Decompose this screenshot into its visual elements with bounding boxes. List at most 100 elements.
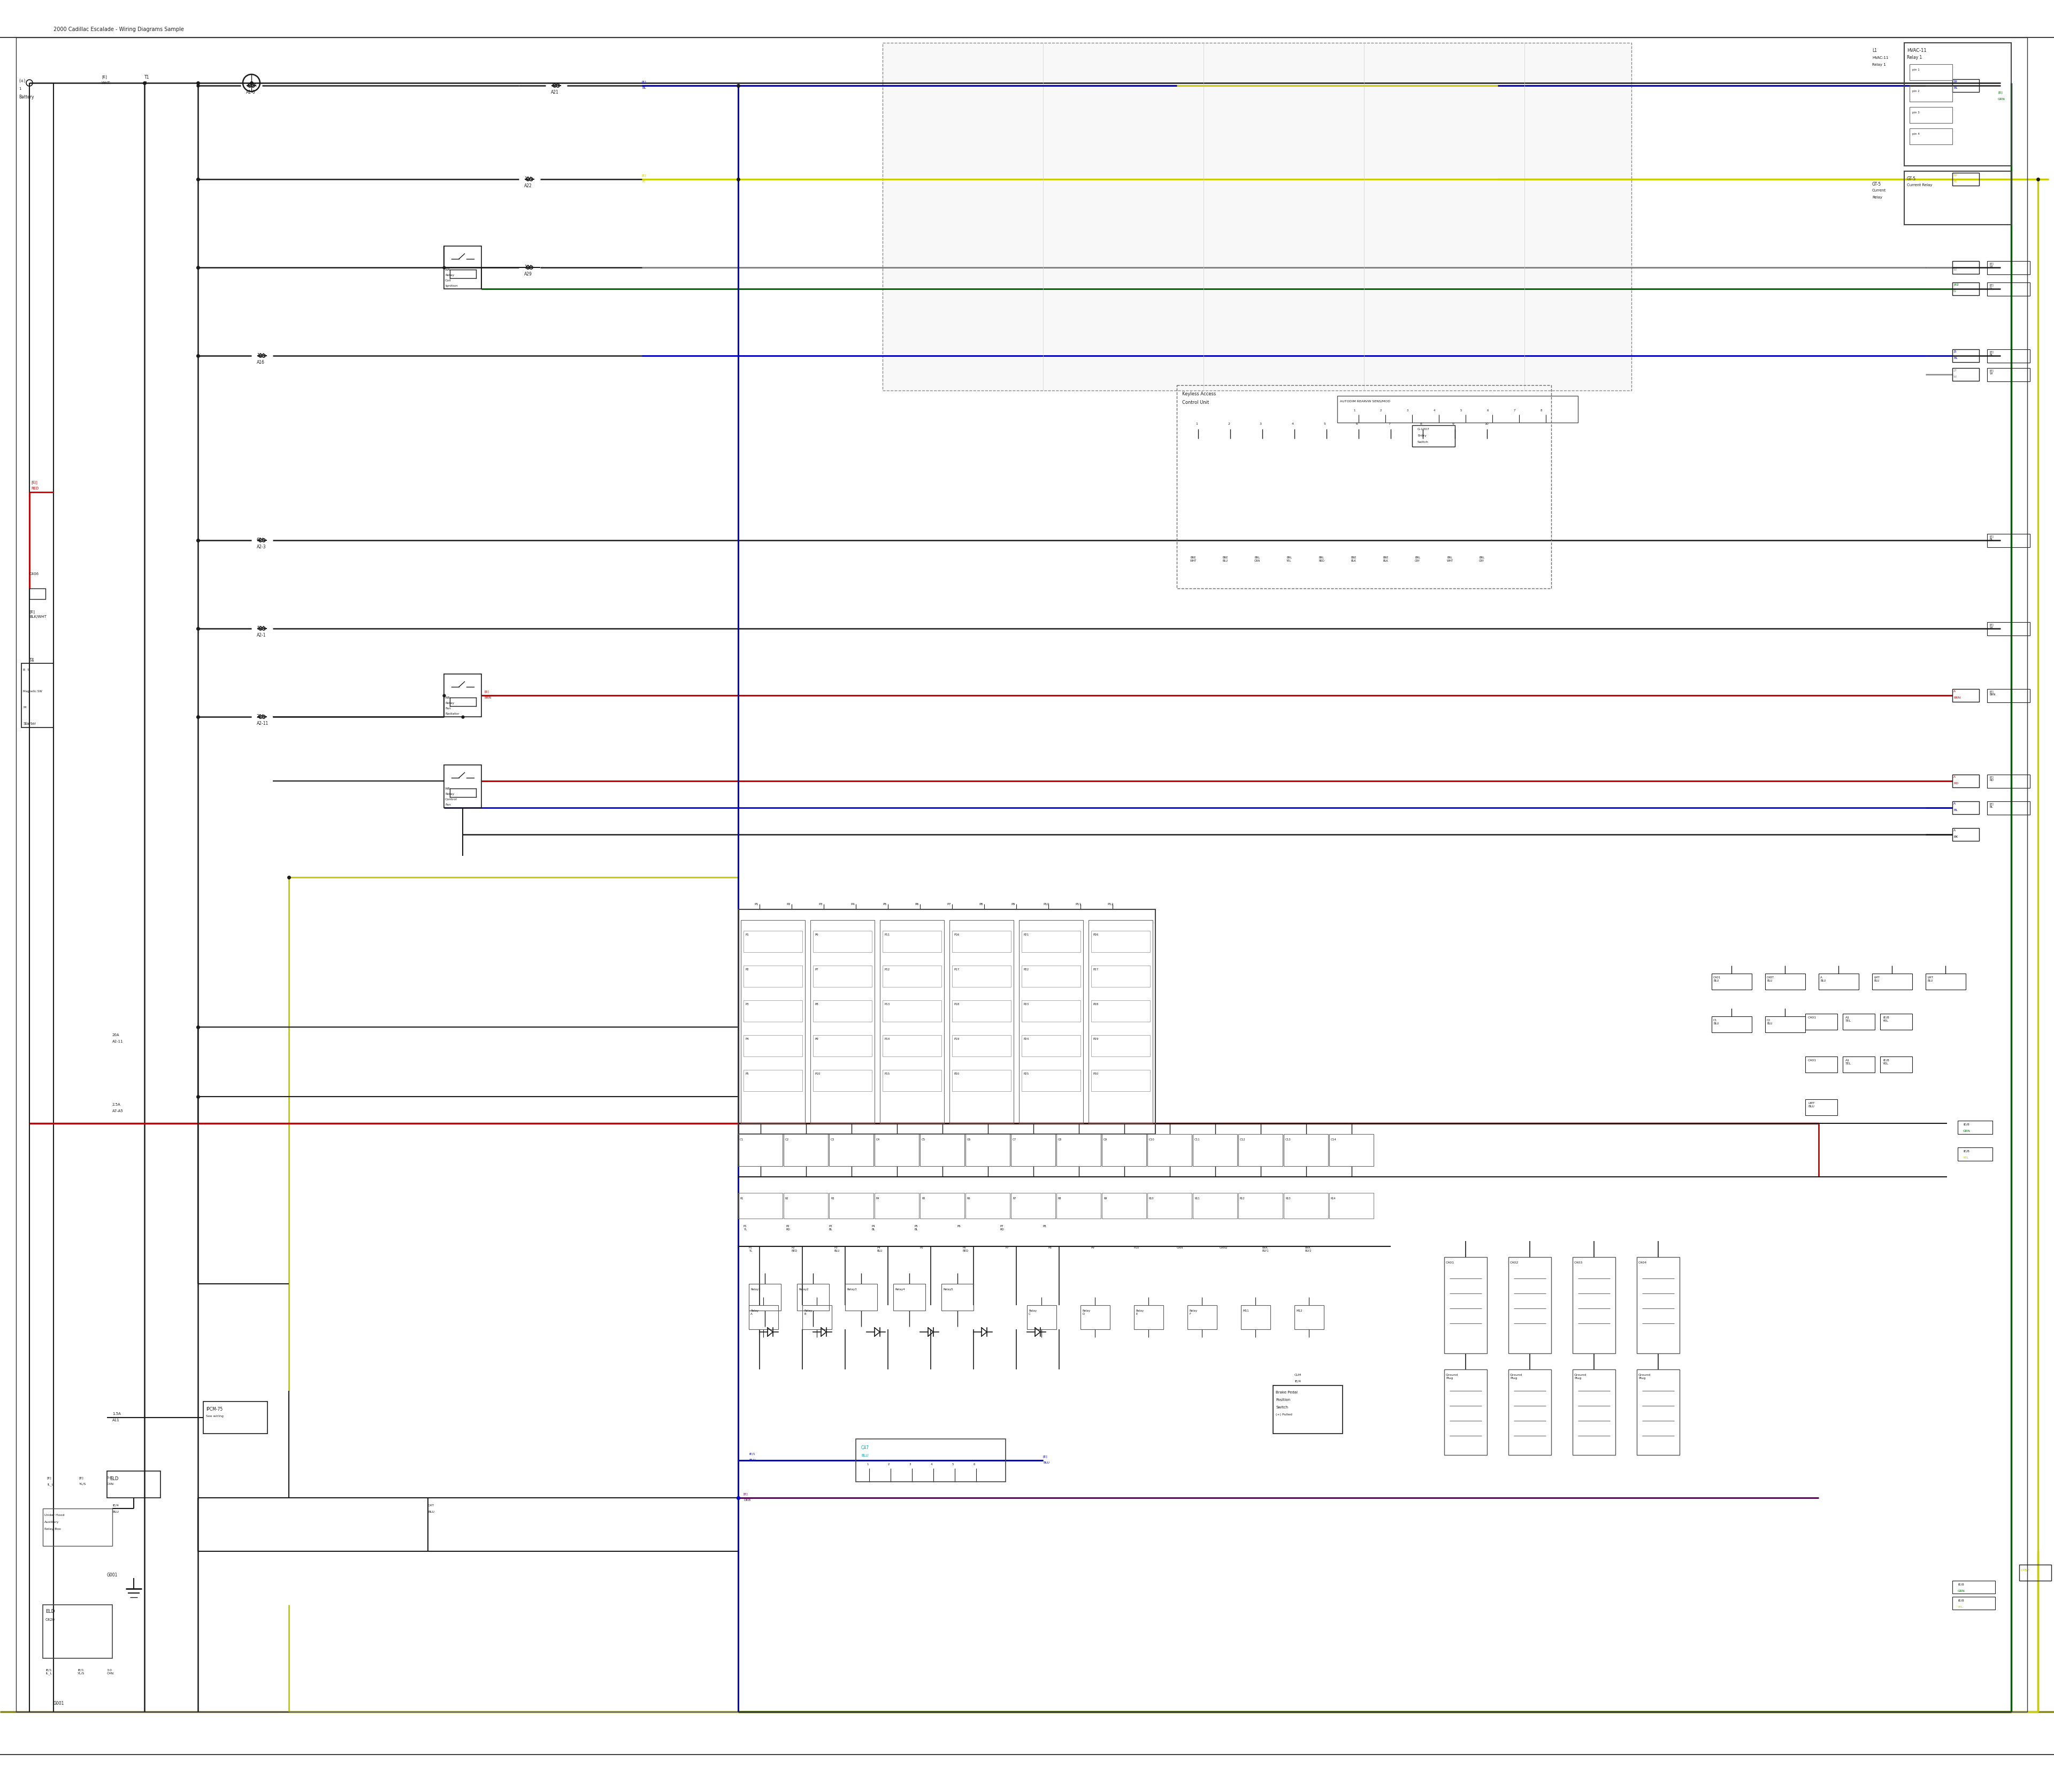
Text: HVAC-11: HVAC-11 (1871, 56, 1888, 59)
Bar (1329, 1134, 1374, 1167)
Text: L1: L1 (1871, 48, 1877, 54)
Text: P17: P17 (953, 968, 959, 971)
Bar (43, 1509, 113, 1546)
Text: A29: A29 (524, 272, 532, 276)
Text: Radiator: Radiator (446, 713, 460, 715)
Text: BLU: BLU (750, 1459, 756, 1462)
Text: IE/4: IE/4 (1294, 1380, 1300, 1383)
Text: [E]
BRN: [E] BRN (1990, 690, 1996, 695)
Text: 1: 1 (18, 88, 21, 90)
Text: R6: R6 (967, 1197, 972, 1201)
Bar (1284, 1134, 1329, 1167)
Text: 2.5A: 2.5A (113, 1104, 121, 1106)
Bar (1986, 534, 2029, 547)
Text: ELD: ELD (45, 1609, 55, 1615)
Text: P8: P8 (980, 903, 984, 905)
Text: Relay: Relay (446, 792, 454, 796)
Text: C47: C47 (861, 1446, 869, 1450)
Text: A2-11: A2-11 (113, 1039, 123, 1043)
Text: Fan: Fan (446, 803, 450, 806)
Text: P1
YL: P1 YL (744, 1226, 748, 1231)
Text: C4T: C4T (427, 1503, 435, 1507)
Text: Relay
F: Relay F (1189, 1310, 1197, 1315)
Text: HVAC-11: HVAC-11 (1906, 48, 1927, 54)
Text: [E]: [E] (101, 75, 107, 79)
Text: 2: 2 (1228, 423, 1230, 425)
Bar (1986, 622, 2029, 636)
Text: P22: P22 (1023, 968, 1029, 971)
Text: BL: BL (641, 86, 647, 90)
Text: BLU: BLU (427, 1511, 433, 1512)
Text: (+): (+) (18, 79, 25, 84)
Text: YEL: YEL (1964, 1156, 1970, 1159)
Text: R10: R10 (1148, 1197, 1154, 1201)
Text: CLM: CLM (1294, 1374, 1302, 1376)
Text: Relay
B: Relay B (803, 1310, 811, 1315)
Text: Coil: Coil (446, 280, 452, 281)
Text: 15A: 15A (257, 353, 265, 358)
Text: GRN: GRN (1999, 99, 2005, 100)
Bar (883, 1036, 941, 1057)
Bar (1337, 396, 1577, 423)
Text: IE/4: IE/4 (113, 1503, 119, 1507)
Text: R7: R7 (1013, 1197, 1017, 1201)
Text: (+) Pulled: (+) Pulled (1276, 1414, 1292, 1416)
Text: [E]: [E] (641, 174, 647, 177)
Text: Ground
Plug: Ground Plug (1639, 1374, 1651, 1380)
Text: BRL
CRY: BRL CRY (1415, 556, 1419, 563)
Bar (1177, 385, 1551, 588)
Text: 15A: 15A (524, 177, 532, 181)
Bar (1986, 349, 2029, 362)
Bar (1148, 1134, 1191, 1167)
Text: 20A: 20A (257, 715, 265, 719)
Text: M12: M12 (1296, 1310, 1302, 1312)
Bar (1711, 1016, 1752, 1032)
Bar (1764, 973, 1805, 989)
Text: P3
BL: P3 BL (830, 1226, 832, 1231)
Text: G-1307: G-1307 (1417, 428, 1430, 430)
Text: 6: 6 (1356, 423, 1358, 425)
Text: [E]: [E] (744, 1493, 748, 1495)
Text: C401: C401 (1808, 1059, 1816, 1063)
Bar (1637, 1256, 1680, 1353)
Bar (844, 1283, 877, 1310)
Text: R3: R3 (830, 1197, 834, 1201)
Bar (953, 930, 1011, 952)
Text: BRE
BLK: BRE BLK (1382, 556, 1389, 563)
Text: 1: 1 (1195, 423, 1197, 425)
Text: YEL: YEL (1957, 1606, 1964, 1609)
Bar (1027, 1305, 1056, 1330)
Text: P11: P11 (883, 934, 889, 935)
Text: P1: P1 (746, 934, 750, 935)
Text: [E]: [E] (1999, 91, 2003, 93)
Bar (1091, 1036, 1150, 1057)
Bar (1021, 1000, 1080, 1021)
Text: G001: G001 (107, 1573, 117, 1577)
Text: W6: W6 (446, 787, 450, 790)
Bar (2019, 1564, 2052, 1581)
Text: Relay4: Relay4 (896, 1288, 906, 1290)
Text: Relay
E: Relay E (1136, 1310, 1144, 1315)
Text: 20A: 20A (113, 1034, 119, 1038)
Bar (875, 1193, 918, 1219)
Text: BL: BL (1953, 357, 1957, 360)
Text: 60A: 60A (257, 538, 265, 543)
Text: YE: YE (1953, 181, 1957, 183)
Text: [E]: [E] (641, 81, 647, 82)
Bar (1021, 1070, 1080, 1091)
Bar (1011, 1193, 1056, 1219)
Text: IE/8: IE/8 (1964, 1124, 1970, 1125)
Text: C8: C8 (1058, 1138, 1062, 1142)
Text: P14: P14 (883, 1038, 889, 1041)
Bar (744, 1070, 803, 1091)
Text: LMT
BLU: LMT BLU (1927, 977, 1933, 982)
Bar (1953, 79, 1980, 91)
Bar (1329, 1193, 1374, 1219)
Bar (830, 1193, 873, 1219)
Text: C4N: C4N (107, 1482, 115, 1486)
Text: A1-6: A1-6 (246, 90, 255, 95)
Text: Ignition: Ignition (446, 285, 458, 287)
Text: BRL
WHT: BRL WHT (1446, 556, 1454, 563)
Text: R1: R1 (739, 1197, 744, 1201)
Text: Relay: Relay (446, 274, 454, 276)
